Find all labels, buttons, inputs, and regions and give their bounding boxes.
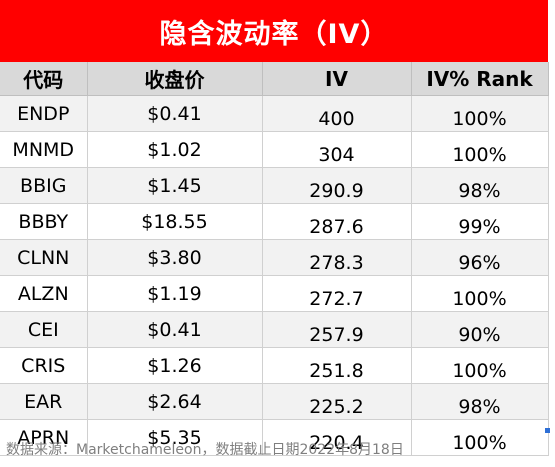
cell-price: $1.19 — [87, 275, 263, 312]
cell-price: $2.64 — [87, 383, 263, 420]
table-row: CLNN $3.80 278.3 96% — [0, 239, 549, 276]
cell-price: $1.26 — [87, 347, 263, 384]
table-row: ENDP $0.41 400 100% — [0, 95, 549, 132]
cell-rank: 96% — [411, 239, 549, 276]
cell-iv: 290.9 — [262, 167, 412, 204]
cell-iv: 251.8 — [262, 347, 412, 384]
table-row: APRN $5.35 220.4 100% — [0, 419, 549, 456]
cell-price: $0.41 — [87, 311, 263, 348]
cell-rank: 90% — [411, 311, 549, 348]
cell-rank: 100% — [411, 347, 549, 384]
cell-iv: 272.7 — [262, 275, 412, 312]
cell-ticker: CRIS — [0, 347, 88, 384]
cell-iv: 400 — [262, 95, 412, 132]
table-row: MNMD $1.02 304 100% — [0, 131, 549, 168]
table-title: 隐含波动率（IV） — [0, 0, 548, 62]
cell-price: $0.41 — [87, 95, 263, 132]
cell-rank: 98% — [411, 167, 549, 204]
cell-rank: 100% — [411, 419, 549, 456]
cell-ticker: APRN — [0, 419, 88, 456]
table-row: CRIS $1.26 251.8 100% — [0, 347, 549, 384]
cell-ticker: EAR — [0, 383, 88, 420]
cell-rank: 100% — [411, 95, 549, 132]
cell-iv: 287.6 — [262, 203, 412, 240]
cell-ticker: BBBY — [0, 203, 88, 240]
column-header-rank: IV% Rank — [411, 62, 549, 96]
table-row: ALZN $1.19 272.7 100% — [0, 275, 549, 312]
cell-rank: 99% — [411, 203, 549, 240]
column-header-price: 收盘价 — [87, 62, 263, 96]
cell-ticker: CLNN — [0, 239, 88, 276]
iv-table: 代码 收盘价 IV IV% Rank ENDP $0.41 400 100% M… — [0, 62, 549, 456]
cell-ticker: CEI — [0, 311, 88, 348]
cell-rank: 100% — [411, 131, 549, 168]
source-note: 数据来源：Marketchameleon，数据截止日期2022年8月18日 — [6, 442, 404, 458]
cell-price: $3.80 — [87, 239, 263, 276]
cell-rank: 98% — [411, 383, 549, 420]
table-row: BBBY $18.55 287.6 99% — [0, 203, 549, 240]
cell-iv: 225.2 — [262, 383, 412, 420]
cell-rank: 100% — [411, 275, 549, 312]
cell-iv: 278.3 — [262, 239, 412, 276]
table-row: CEI $0.41 257.9 90% — [0, 311, 549, 348]
cell-ticker: ENDP — [0, 95, 88, 132]
column-header-ticker: 代码 — [0, 62, 88, 96]
column-header-iv: IV — [262, 62, 412, 96]
header-row: 代码 收盘价 IV IV% Rank — [0, 62, 549, 96]
cell-ticker: ALZN — [0, 275, 88, 312]
cell-iv: 220.4 — [262, 419, 412, 456]
table-row: EAR $2.64 225.2 98% — [0, 383, 549, 420]
cell-ticker: BBIG — [0, 167, 88, 204]
cell-price: $5.35 — [87, 419, 263, 456]
table-row: BBIG $1.45 290.9 98% — [0, 167, 549, 204]
cell-price: $1.45 — [87, 167, 263, 204]
cell-ticker: MNMD — [0, 131, 88, 168]
cell-iv: 257.9 — [262, 311, 412, 348]
cell-price: $1.02 — [87, 131, 263, 168]
cell-iv: 304 — [262, 131, 412, 168]
cell-price: $18.55 — [87, 203, 263, 240]
selection-handle[interactable] — [545, 428, 550, 433]
